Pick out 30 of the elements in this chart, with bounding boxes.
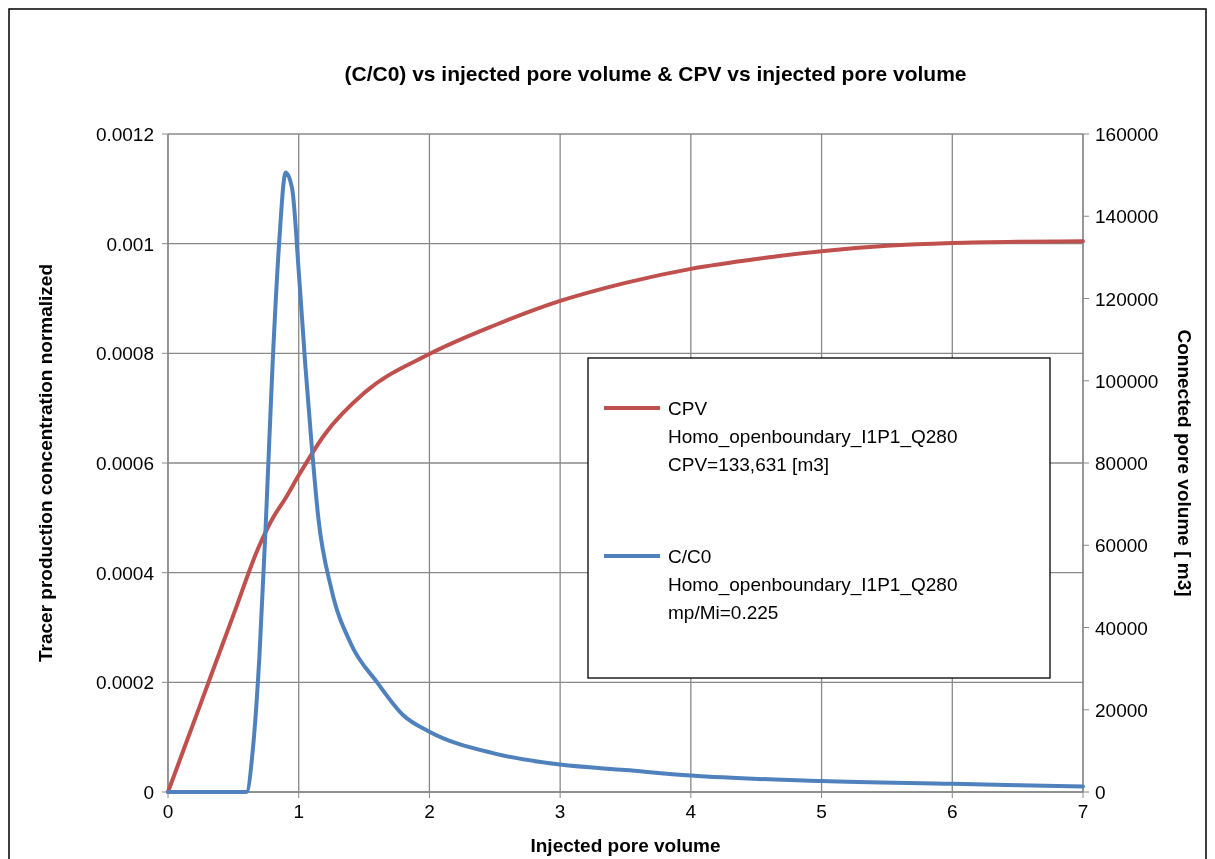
y-tick-label: 0.0006	[95, 453, 154, 474]
y-axis-title: Tracer production concentration normalized	[35, 263, 56, 663]
y2-tick-label: 0	[1095, 782, 1106, 803]
x-tick-label: 0	[162, 801, 174, 822]
y2-tick-label: 60000	[1095, 535, 1148, 557]
y-tick-label: 0.001	[106, 233, 154, 255]
legend-label: C/C0 Homo_openboundary_I1P1_Q280 mp/Mi=0.225	[668, 546, 958, 623]
y2-tick-label: 120000	[1095, 288, 1159, 310]
y-tick-label: 0	[143, 782, 154, 803]
y2-tick-label: 140000	[1095, 206, 1159, 228]
x-tick-label: 2	[424, 801, 435, 822]
x-tick-label: 1	[293, 801, 304, 822]
y2-tick-label: 20000	[1095, 699, 1148, 721]
y2-tick-label: 40000	[1095, 617, 1148, 639]
x-axis-title: Injected pore volume	[530, 835, 721, 856]
y-tick-label: 0.0002	[95, 672, 154, 694]
x-tick-label: 7	[1077, 801, 1089, 822]
y2-tick-label: 80000	[1095, 453, 1148, 474]
x-tick-label: 3	[554, 801, 566, 822]
x-tick-label: 6	[947, 801, 958, 822]
chart-title: (C/C0) vs injected pore volume & CPV vs injected pore volume	[344, 62, 967, 85]
x-tick-label: 4	[685, 801, 697, 822]
y-tick-label: 0.0012	[95, 124, 154, 145]
y2-tick-label: 100000	[1095, 370, 1159, 392]
y-tick-label: 0.0008	[95, 343, 154, 365]
y-tick-label: 0.0004	[95, 562, 155, 584]
x-tick-label: 5	[816, 801, 827, 822]
y2-axis-title: Connected pore volume [ m3]	[1174, 329, 1195, 597]
y2-tick-label: 160000	[1095, 124, 1159, 145]
legend-label: CPV Homo_openboundary_I1P1_Q280 CPV=133,631 [m3]	[668, 398, 958, 475]
